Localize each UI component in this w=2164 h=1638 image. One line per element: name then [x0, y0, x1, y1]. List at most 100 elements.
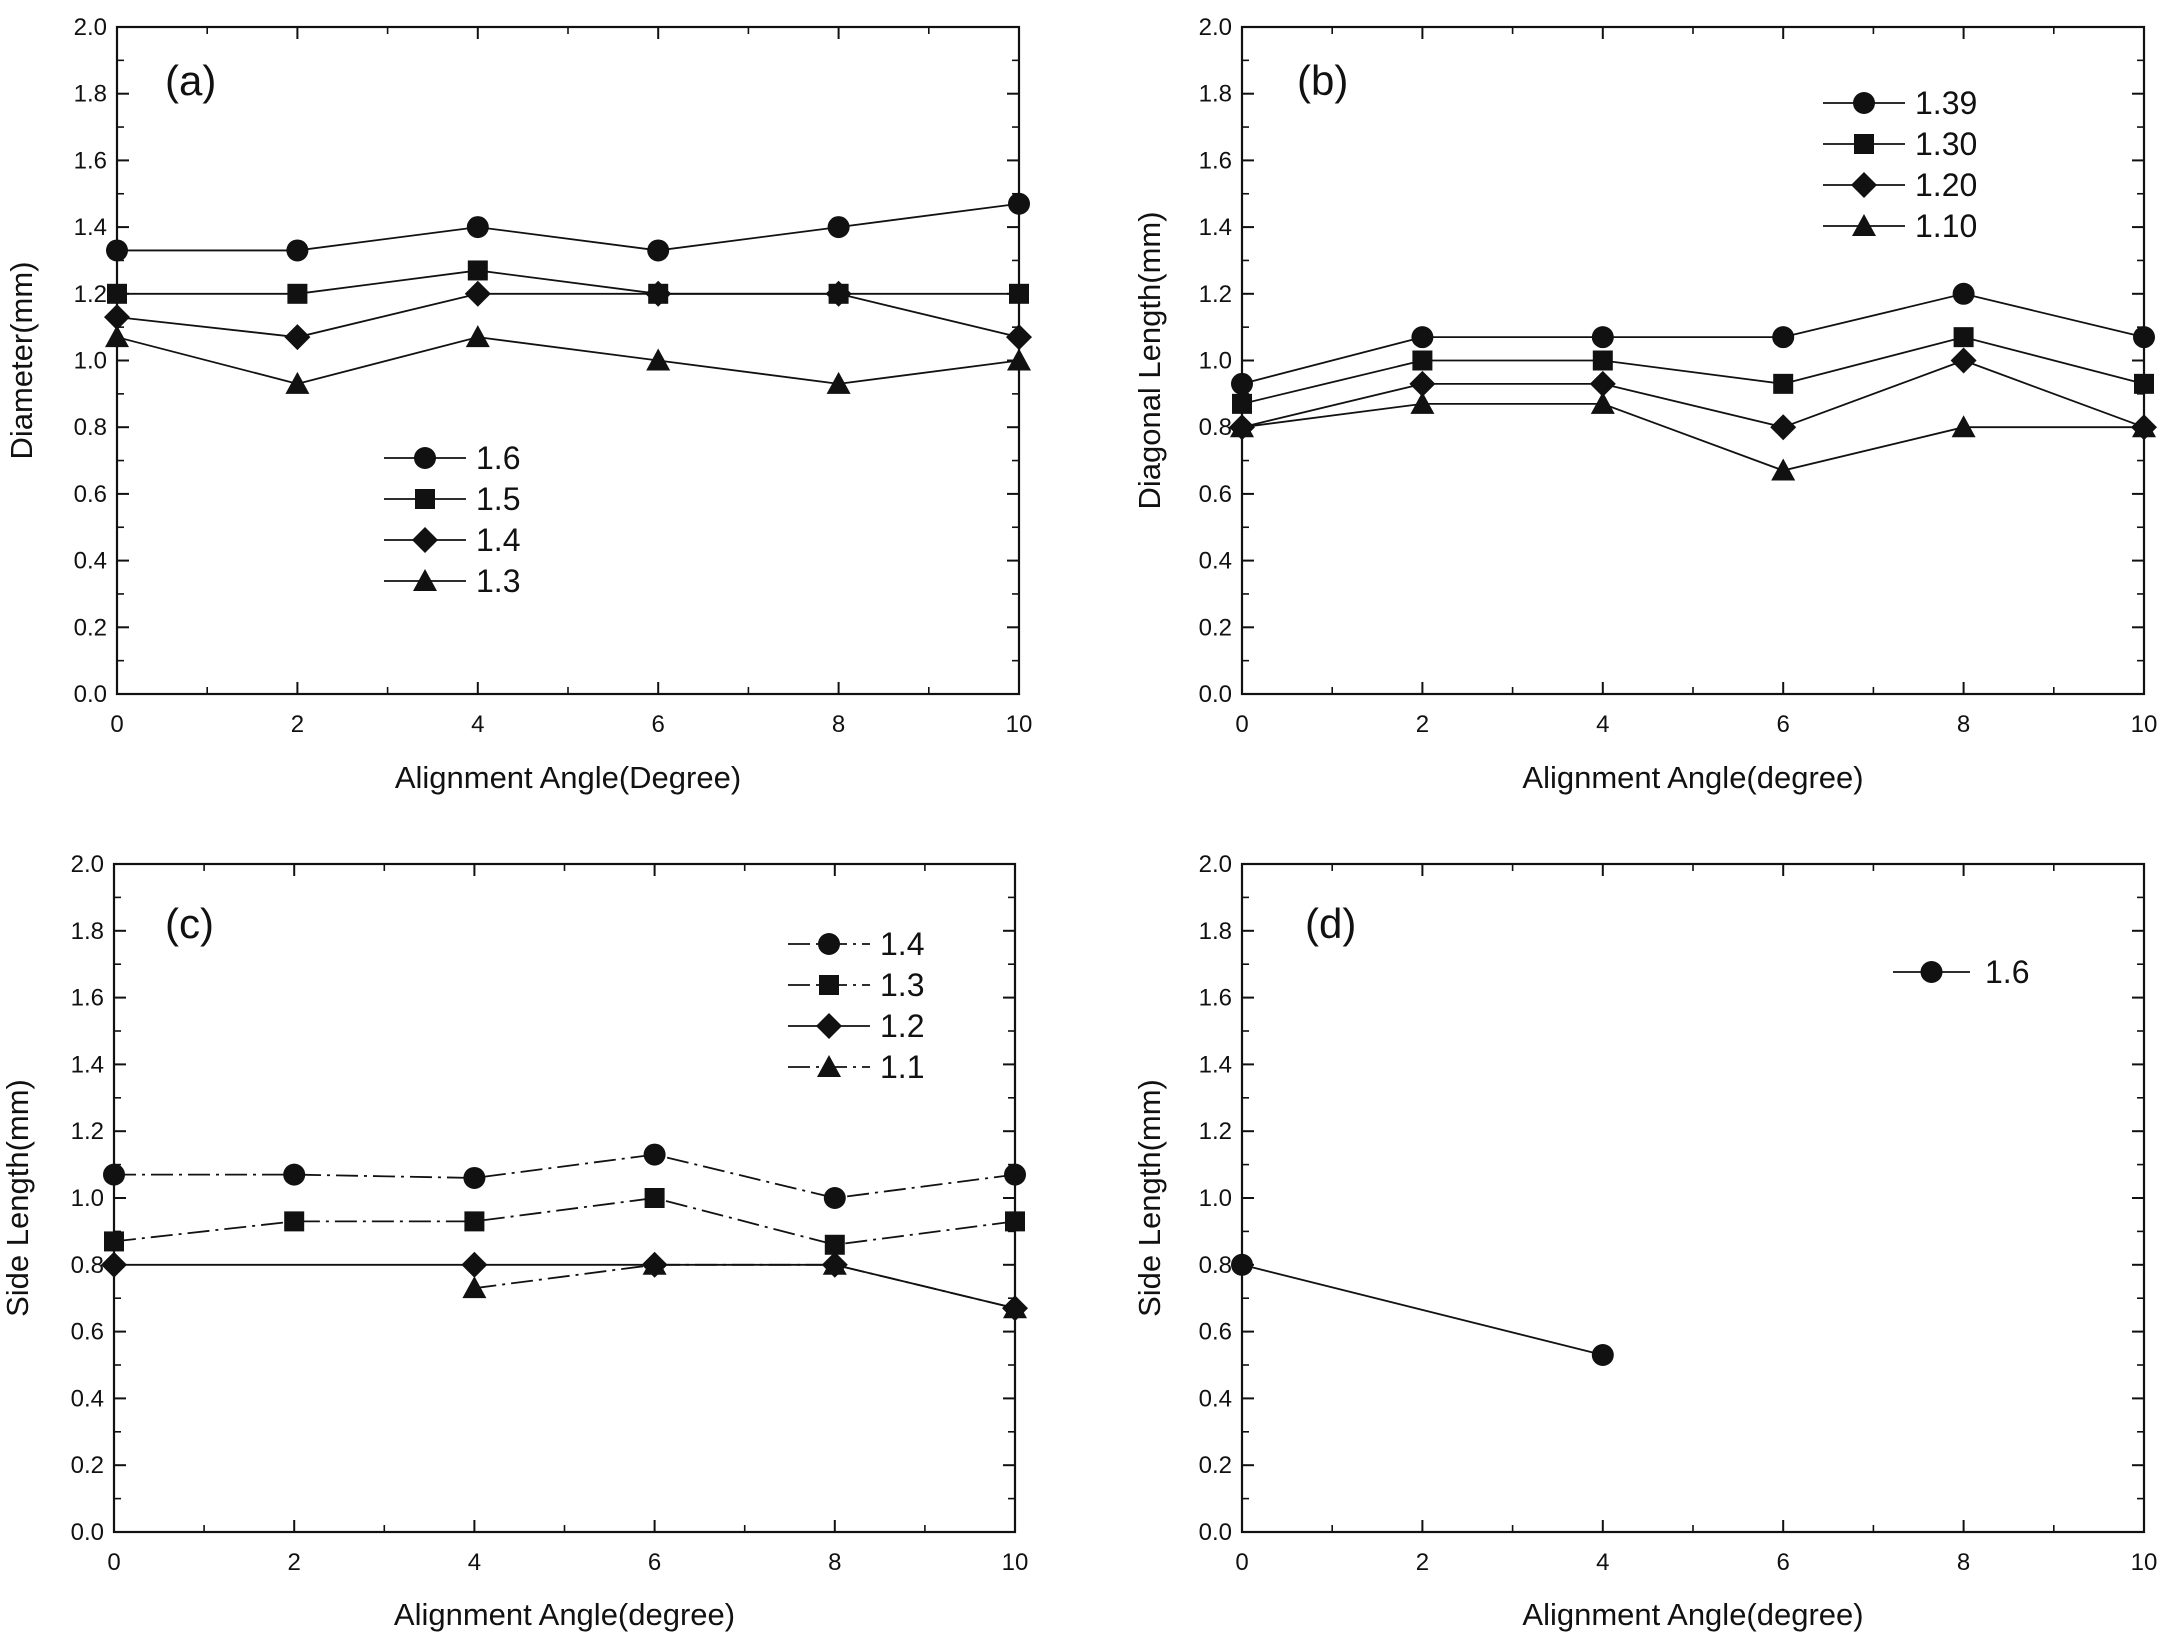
- data-point: [1006, 324, 1032, 351]
- y-tick-label: 0.4: [1199, 1385, 1232, 1412]
- x-axis-label: Alignment Angle(degree): [394, 1597, 735, 1632]
- legend-marker: [818, 933, 840, 955]
- y-axis-label: Diameter(mm): [4, 261, 39, 459]
- y-tick-label: 0.8: [71, 1252, 104, 1279]
- series-circle: [1231, 282, 2155, 395]
- chart-panel-4: 0 2 4 6 8 10 0.0 0.2 0.4 0.6 0.8 1.0 1.2 1.4 1.6 1.8 2.0…: [1132, 851, 2157, 1632]
- y-tick-label: 0.2: [74, 614, 107, 641]
- y-tick-label: 0.8: [74, 414, 107, 441]
- data-point: [643, 1143, 666, 1166]
- legend-label: 1.1: [880, 1049, 924, 1085]
- data-point: [104, 304, 130, 331]
- y-tick-label: 1.0: [1199, 1185, 1232, 1212]
- legend-marker: [819, 975, 839, 995]
- y-tick-label: 0.6: [71, 1319, 104, 1346]
- plot-frame: [115, 25, 1021, 696]
- data-point: [1412, 350, 1433, 371]
- data-point: [1952, 282, 1975, 305]
- data-point: [1773, 373, 1794, 394]
- legend-marker: [1920, 961, 1943, 983]
- data-point: [1009, 283, 1029, 304]
- y-tick-label: 0.4: [71, 1385, 104, 1412]
- series-line: [1241, 402, 2144, 472]
- series-square: [107, 260, 1029, 304]
- data-point: [283, 1163, 306, 1186]
- x-tick-label: 10: [1006, 711, 1033, 738]
- data-point: [464, 1211, 485, 1232]
- series-diamond: [101, 1251, 1028, 1322]
- data-point: [107, 283, 127, 304]
- x-tick-label: 10: [1002, 1549, 1029, 1576]
- data-point: [645, 280, 672, 307]
- y-tick-label: 1.2: [1199, 281, 1232, 308]
- series-line: [117, 269, 1019, 295]
- data-point: [284, 1211, 305, 1232]
- data-point: [286, 239, 309, 262]
- legend-label: 1.2: [880, 1008, 924, 1044]
- data-point: [461, 1251, 488, 1278]
- y-tick-label: 1.6: [71, 985, 104, 1012]
- y-tick-label: 0.2: [1199, 1452, 1232, 1479]
- x-tick-label: 4: [1596, 711, 1609, 738]
- x-tick-label: 10: [2131, 1549, 2158, 1576]
- y-tick-label: 1.6: [1199, 147, 1232, 174]
- x-tick-label: 8: [828, 1549, 841, 1576]
- data-point: [824, 1234, 845, 1255]
- data-point: [647, 239, 670, 262]
- legend-marker: [412, 527, 438, 553]
- chart-panel-2: 0 2 4 6 8 10 0.0 0.2 0.4 0.6 0.8 1.0 1.2 1.4 1.6 1.8 2.0…: [1132, 14, 2157, 795]
- x-tick-label: 0: [1235, 1549, 1248, 1576]
- legend-marker: [1853, 92, 1875, 114]
- data-point: [823, 1187, 846, 1209]
- data-point: [1008, 192, 1030, 215]
- series-triangle: [1230, 391, 2156, 481]
- legend-marker: [816, 1013, 842, 1039]
- legend-entry: 1.4: [788, 926, 924, 962]
- data-point: [644, 1188, 665, 1208]
- data-point: [462, 1276, 487, 1299]
- data-point: [1231, 372, 1253, 395]
- data-point: [1007, 348, 1031, 371]
- data-point: [466, 216, 489, 239]
- legend-label: 1.6: [1985, 954, 2029, 990]
- x-tick-label: 6: [1777, 1549, 1790, 1576]
- y-tick-label: 0.2: [1199, 614, 1232, 641]
- data-point: [1409, 370, 1436, 397]
- data-point: [285, 371, 310, 394]
- data-point: [1411, 326, 1434, 349]
- data-point: [826, 371, 851, 394]
- data-point: [465, 325, 490, 348]
- x-tick-label: 2: [288, 1549, 301, 1576]
- x-tick-label: 0: [110, 711, 123, 738]
- y-tick-label: 0.0: [1199, 1519, 1232, 1546]
- x-tick-label: 0: [107, 1549, 120, 1576]
- panel-tag: (d): [1305, 900, 1356, 947]
- data-point: [1589, 370, 1616, 397]
- data-point: [1410, 391, 1435, 414]
- series-line: [1241, 1263, 1604, 1356]
- data-point: [825, 280, 852, 307]
- x-tick-label: 8: [1957, 1549, 1970, 1576]
- data-point: [103, 1163, 125, 1186]
- series-square: [1232, 327, 2154, 414]
- legend-entry: 1.10: [1823, 208, 1977, 244]
- legend-marker: [413, 569, 437, 591]
- data-point: [105, 325, 129, 348]
- legend-label: 1.10: [1915, 208, 1977, 244]
- y-tick-label: 0.6: [1199, 481, 1232, 508]
- x-tick-label: 4: [471, 711, 484, 738]
- x-tick-label: 6: [652, 711, 665, 738]
- data-point: [284, 324, 311, 351]
- series-line: [113, 1197, 1016, 1246]
- legend-entry: 1.30: [1823, 126, 1977, 162]
- legend-entry: 1.2: [788, 1008, 924, 1044]
- y-tick-label: 1.0: [1199, 348, 1232, 375]
- data-point: [642, 1252, 667, 1275]
- data-point: [827, 216, 850, 239]
- y-tick-label: 0.0: [71, 1519, 104, 1546]
- y-tick-label: 2.0: [1199, 14, 1232, 41]
- data-point: [822, 1252, 847, 1275]
- legend-entry: 1.6: [384, 440, 520, 476]
- y-tick-label: 1.0: [74, 348, 107, 375]
- series-square: [104, 1188, 1025, 1255]
